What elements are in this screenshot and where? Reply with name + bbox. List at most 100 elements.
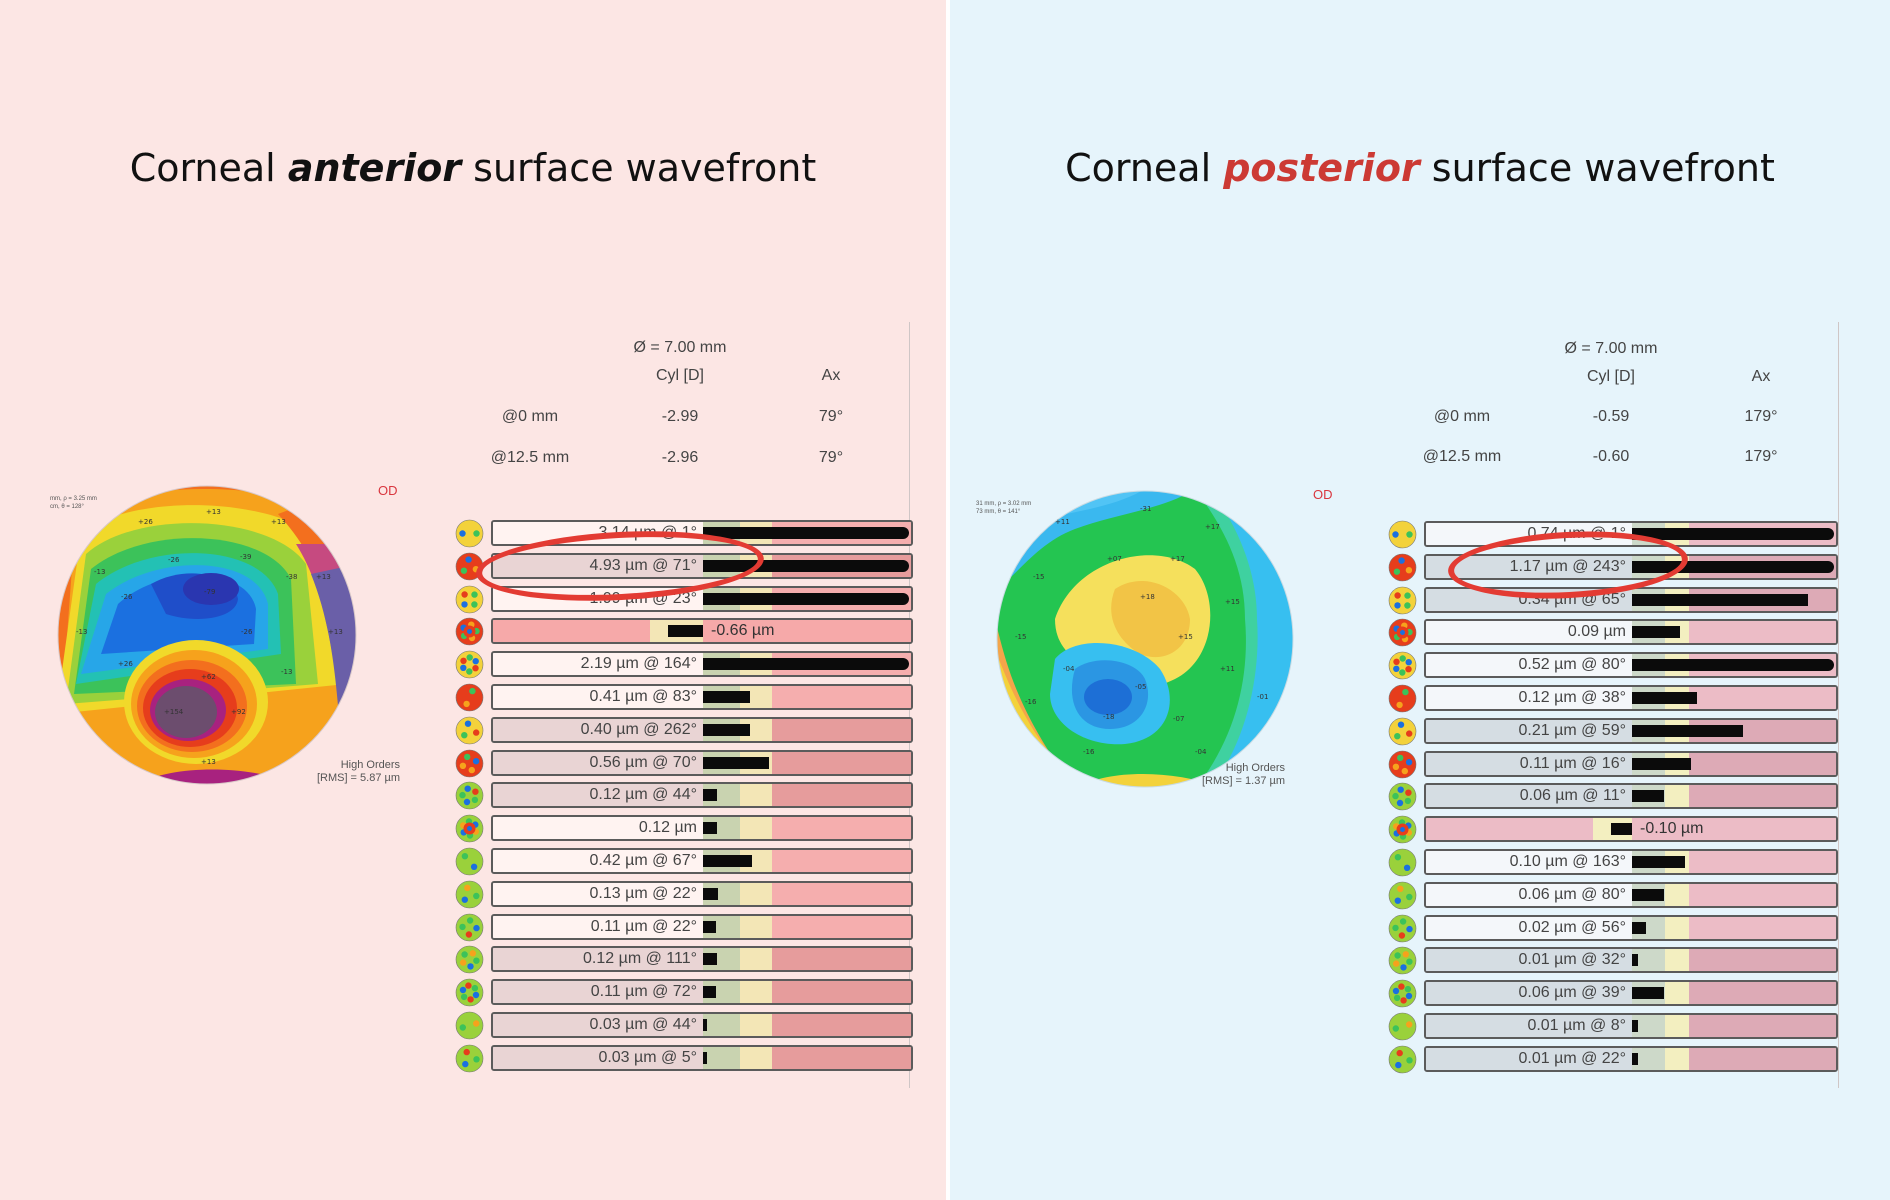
zernike-term-icon xyxy=(1388,684,1417,713)
map-note-line: 31 mm, ρ = 3.02 mm xyxy=(976,501,1032,507)
term-label-area: 0.02 µm @ 56° xyxy=(1426,916,1632,939)
anterior-title-emph: anterior xyxy=(287,146,462,190)
term-value-bar xyxy=(703,658,909,671)
term-value-bar xyxy=(1632,757,1691,770)
term-label-area: 0.56 µm @ 70° xyxy=(493,751,703,774)
abnormal-zone xyxy=(1689,621,1836,644)
borderline-zone xyxy=(1665,785,1689,808)
term-label-area: 1.17 µm @ 243° xyxy=(1426,555,1632,578)
map-note-line: mm, ρ = 3.25 mm xyxy=(50,496,97,502)
term-bar-track xyxy=(1632,785,1836,808)
zernike-term-bar: 0.40 µm @ 262° xyxy=(491,716,913,743)
zernike-term-icon xyxy=(455,552,484,581)
hoa-title: High Orders xyxy=(340,759,400,771)
zernike-term-row: 2.19 µm @ 164° xyxy=(455,650,913,679)
map-label: +62 xyxy=(201,673,216,681)
map-label: +26 xyxy=(138,518,153,526)
posterior-title-emph: posterior xyxy=(1223,146,1420,190)
term-value-bar xyxy=(1632,528,1834,540)
zernike-term-bar: 0.12 µm xyxy=(491,815,913,842)
zernike-term-bar: 0.12 µm @ 44° xyxy=(491,782,913,809)
anterior-wavefront-map: +26 +13 +13 -13 -39 -79 -38 -26 +13 -26 … xyxy=(57,485,357,785)
borderline-zone xyxy=(740,620,772,643)
term-value-bar xyxy=(1632,856,1685,868)
zernike-term-row: 0.01 µm @ 32° xyxy=(1388,946,1838,975)
zernike-term-bar: 0.13 µm @ 22° xyxy=(491,880,913,907)
term-value-bar xyxy=(703,822,717,835)
map-label: -39 xyxy=(240,553,251,561)
zernike-term-icon xyxy=(1388,619,1417,647)
zernike-term-icon xyxy=(455,618,484,646)
term-label-area: 4.93 µm @ 71° xyxy=(493,554,703,577)
term-bar-track xyxy=(703,915,911,938)
term-magnitude-label: 0.74 µm @ 1° xyxy=(1527,525,1626,542)
term-value-bar xyxy=(1632,888,1664,901)
term-magnitude-label: 0.06 µm @ 39° xyxy=(1518,984,1626,1002)
term-bar-track: -0.10 µm xyxy=(1632,818,1836,841)
zernike-term-bar: 0.12 µm @ 111° xyxy=(491,946,913,973)
anterior-title-suffix: surface wavefront xyxy=(461,146,817,190)
term-magnitude-label: 0.11 µm @ 16° xyxy=(1519,754,1626,772)
map-label: -13 xyxy=(281,668,292,676)
zernike-term-row: 0.12 µm @ 111° xyxy=(455,945,913,974)
term-label-area: 0.03 µm @ 5° xyxy=(493,1046,703,1069)
cyl-header: Cyl [D] xyxy=(656,367,704,384)
term-bar-track xyxy=(703,850,911,872)
map-note: 31 mm, ρ = 3.02 mm 73 mm, θ = 141° xyxy=(976,500,1031,516)
zernike-term-row: 0.01 µm @ 22° xyxy=(1388,1045,1838,1074)
term-label-area: 0.03 µm @ 44° xyxy=(493,1014,703,1036)
map-label: +07 xyxy=(1107,555,1122,563)
zernike-term-icon xyxy=(1388,553,1417,582)
term-value-bar xyxy=(703,592,909,605)
term-bar-track xyxy=(703,981,911,1004)
borderline-zone xyxy=(1665,818,1689,841)
zernike-term-icon xyxy=(1388,947,1417,975)
term-magnitude-label: 0.12 µm @ 38° xyxy=(1518,689,1626,706)
zernike-term-row: 0.52 µm @ 80° xyxy=(1388,651,1838,680)
term-label-area: 0.06 µm @ 39° xyxy=(1426,982,1632,1005)
term-magnitude-label: 0.06 µm @ 80° xyxy=(1518,885,1626,903)
map-label: -13 xyxy=(94,568,105,576)
zernike-term-row: 0.11 µm @ 22° xyxy=(455,913,913,942)
zernike-term-bar: 0.52 µm @ 80° xyxy=(1424,652,1838,679)
term-bar-track xyxy=(703,1046,911,1069)
zernike-term-bar: 0.09 µm xyxy=(1424,619,1838,646)
diameter-label: Ø = 7.00 mm xyxy=(633,339,727,356)
row-label: @0 mm xyxy=(501,408,559,425)
term-bar-track xyxy=(1632,654,1836,677)
zernike-term-bar: 0.01 µm @ 32° xyxy=(1424,947,1838,974)
term-magnitude-label: 0.02 µm @ 56° xyxy=(1518,918,1626,936)
map-label: -18 xyxy=(1103,713,1114,721)
term-magnitude-label: 0.12 µm xyxy=(638,819,697,837)
abnormal-zone xyxy=(1689,785,1836,808)
term-label-area: 0.12 µm xyxy=(493,817,703,840)
abnormal-zone xyxy=(772,948,911,971)
zernike-term-bar: 3.14 µm @ 1° xyxy=(491,520,913,546)
zernike-term-icon xyxy=(1388,586,1417,614)
term-value-bar xyxy=(1632,921,1646,934)
borderline-zone xyxy=(740,817,772,840)
zernike-term-bar: 1.99 µm @ 23° xyxy=(491,585,913,612)
map-label: -26 xyxy=(241,628,253,636)
term-bar-track xyxy=(703,554,911,577)
map-label: +92 xyxy=(231,708,246,716)
map-label: -16 xyxy=(1083,748,1095,756)
abnormal-zone xyxy=(772,915,911,938)
zernike-term-bar: 0.06 µm @ 11° xyxy=(1424,783,1838,810)
term-label-area: 0.09 µm xyxy=(1426,621,1632,644)
map-label: -07 xyxy=(1173,715,1184,723)
term-value-bar xyxy=(703,920,716,933)
zernike-term-bar: 0.06 µm @ 80° xyxy=(1424,881,1838,908)
zernike-term-row: 0.06 µm @ 80° xyxy=(1388,881,1838,910)
zernike-term-icon xyxy=(1388,881,1417,910)
term-label-area: 0.01 µm @ 8° xyxy=(1426,1015,1632,1037)
zernike-term-bar: 0.10 µm @ 163° xyxy=(1424,849,1838,875)
term-bar-track xyxy=(1632,687,1836,709)
map-label: -04 xyxy=(1063,665,1075,673)
term-magnitude-label: 0.01 µm @ 8° xyxy=(1527,1017,1626,1034)
zernike-term-bar: 0.02 µm @ 56° xyxy=(1424,914,1838,941)
eye-label: OD xyxy=(378,483,398,498)
term-value-bar xyxy=(703,691,750,703)
term-magnitude-label: 0.41 µm @ 83° xyxy=(589,688,697,705)
posterior-title-prefix: Corneal xyxy=(1065,146,1224,190)
